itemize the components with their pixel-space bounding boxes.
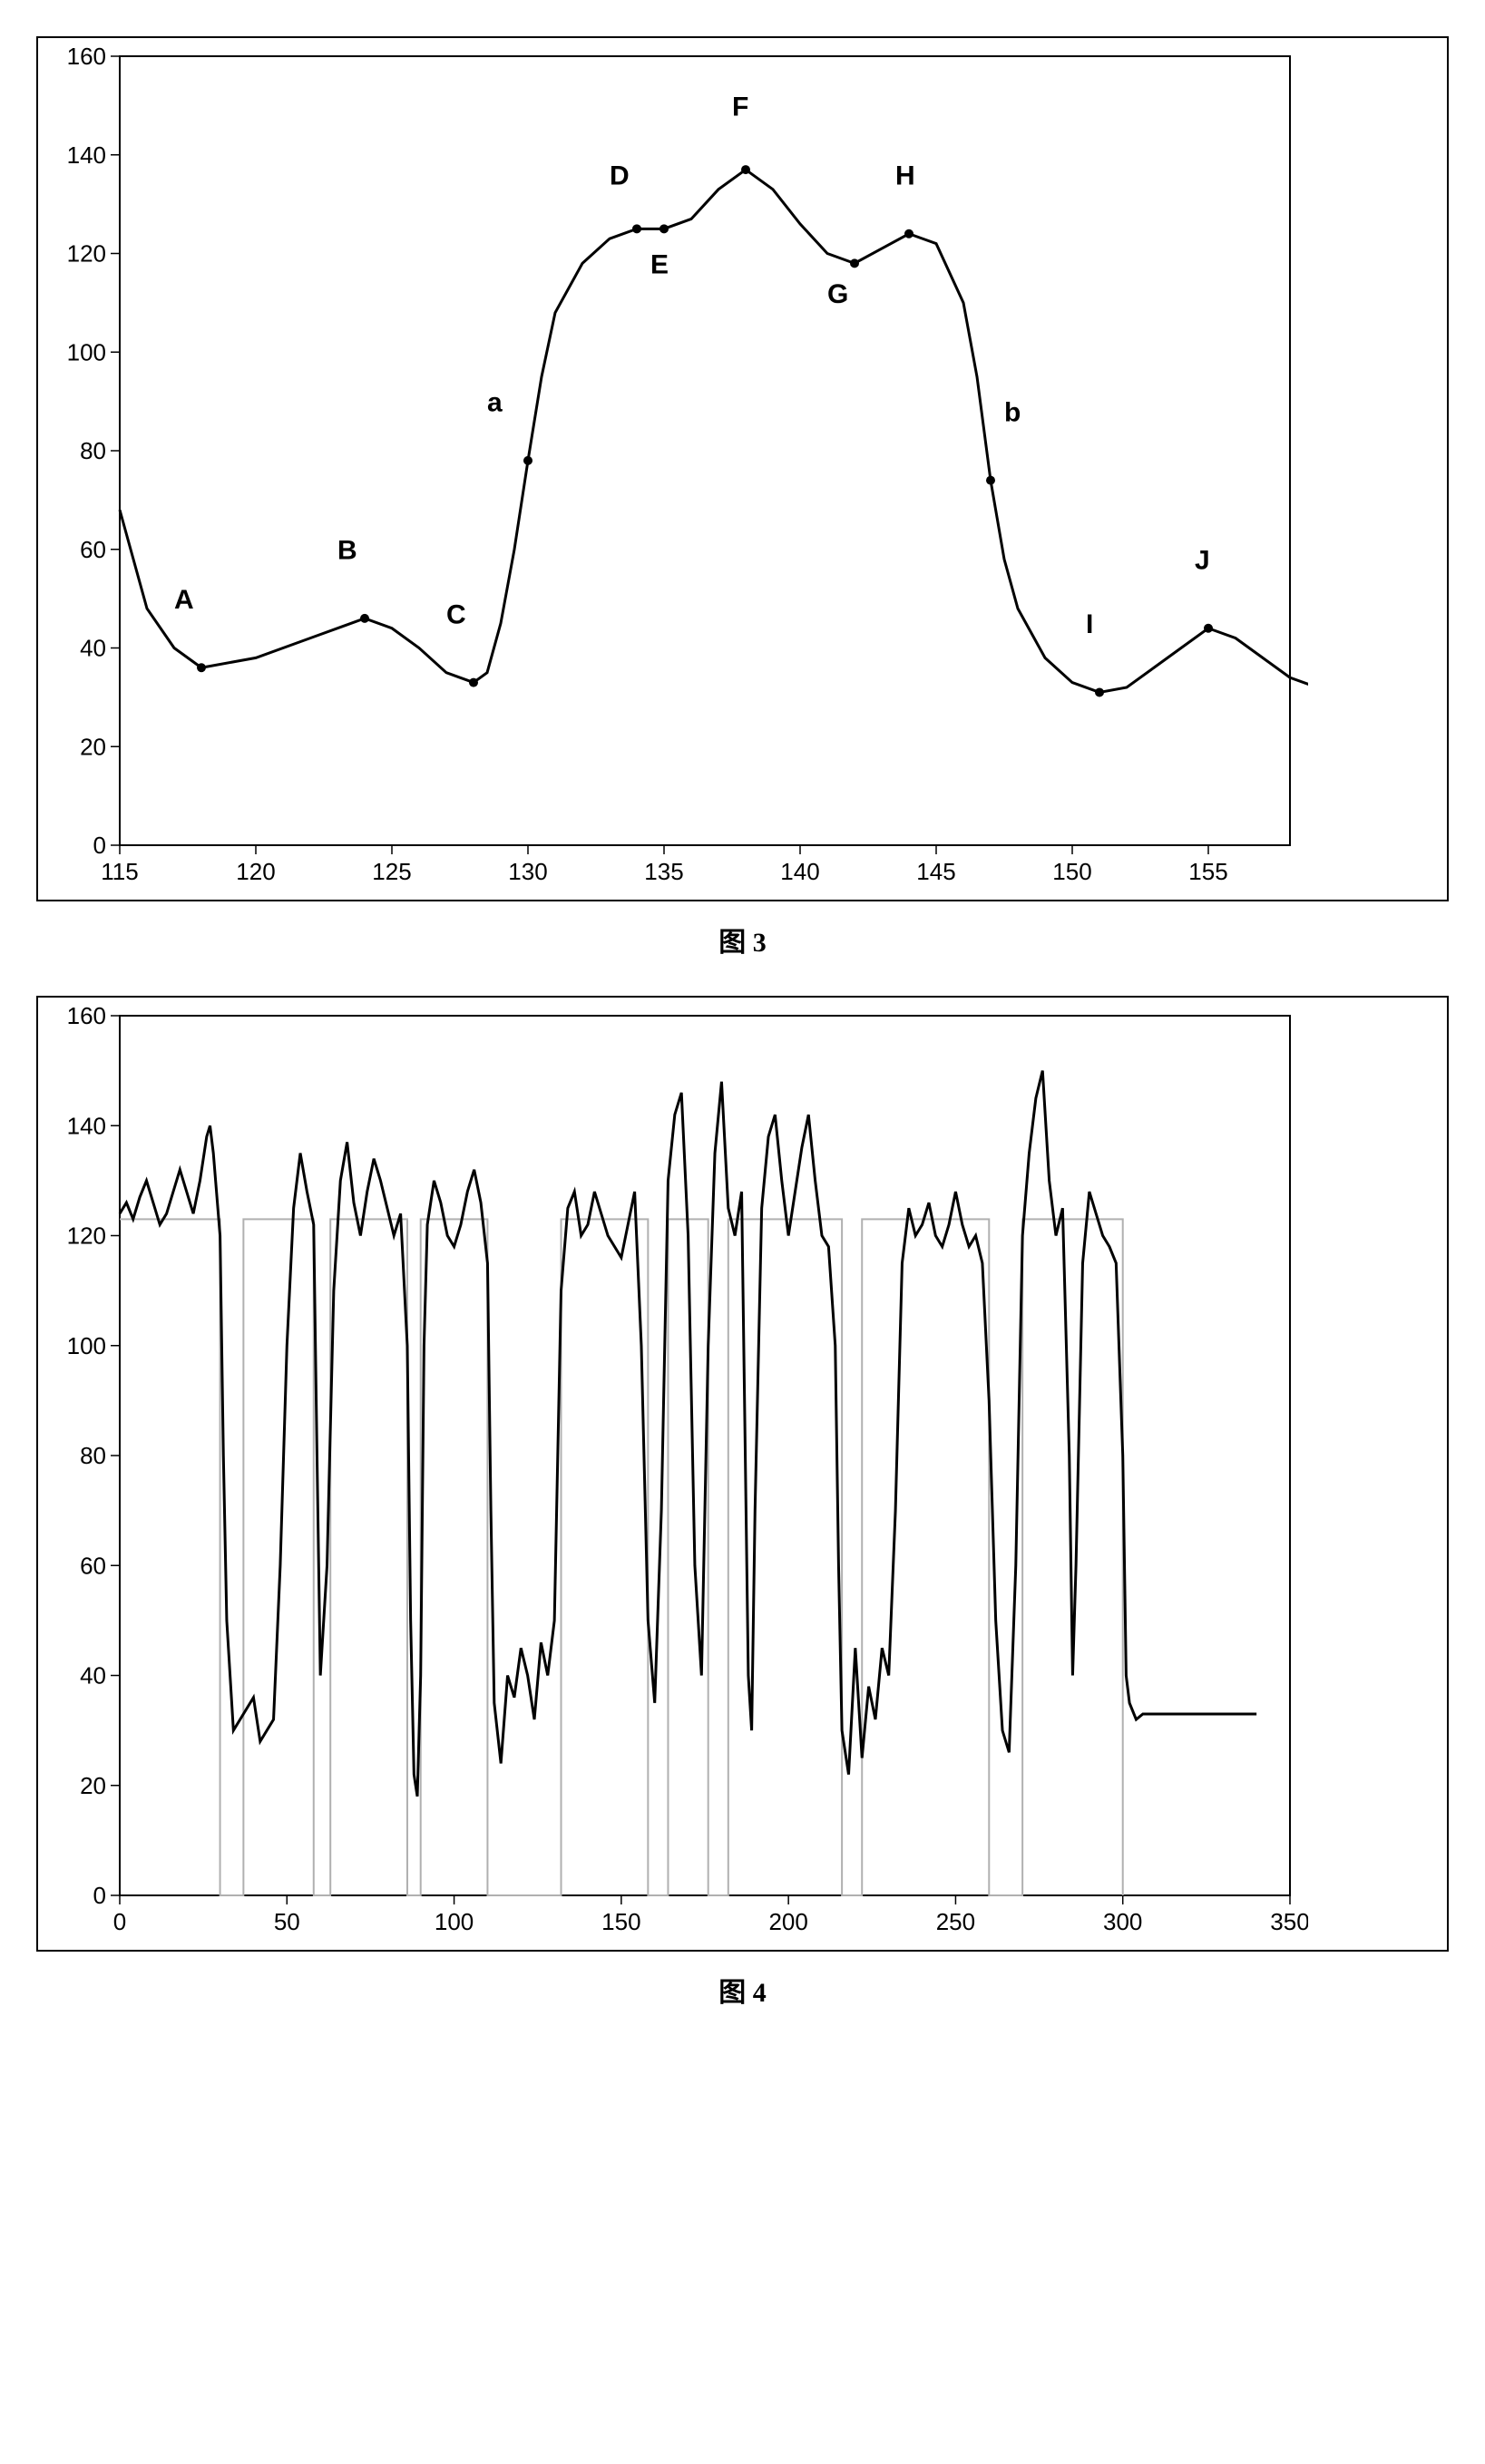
svg-text:H: H: [895, 161, 915, 190]
svg-text:100: 100: [435, 1908, 474, 1935]
svg-text:J: J: [1195, 546, 1210, 576]
svg-text:80: 80: [80, 1442, 106, 1469]
svg-text:F: F: [732, 92, 748, 122]
svg-text:D: D: [610, 161, 630, 190]
figure-4: 0 20 40 60 80 100 120 140 160 0 50 100 150 200 250 300 3…: [36, 996, 1449, 2010]
figure-3-plot-area: 0 20 40 60 80 100 120 140 160 115 120 125 130 135 140 1…: [36, 36, 1449, 901]
svg-text:125: 125: [372, 858, 411, 885]
svg-text:120: 120: [67, 240, 106, 268]
svg-text:0: 0: [113, 1908, 126, 1935]
svg-text:E: E: [650, 249, 669, 279]
figure-4-plot-area: 0 20 40 60 80 100 120 140 160 0 50 100 150 200 250 300 3…: [36, 996, 1449, 1952]
svg-text:40: 40: [80, 635, 106, 662]
svg-text:115: 115: [101, 858, 138, 885]
svg-text:300: 300: [1103, 1908, 1142, 1935]
svg-text:G: G: [827, 279, 848, 309]
svg-text:I: I: [1086, 609, 1093, 639]
svg-text:250: 250: [936, 1908, 975, 1935]
figure-3-svg: 0 20 40 60 80 100 120 140 160 115 120 125 130 135 140 1…: [38, 38, 1308, 900]
svg-text:120: 120: [236, 858, 275, 885]
svg-text:160: 160: [67, 43, 106, 70]
figure-3-caption: 图 3: [36, 920, 1449, 959]
svg-text:200: 200: [768, 1908, 807, 1935]
svg-text:0: 0: [93, 1882, 106, 1909]
svg-text:150: 150: [601, 1908, 640, 1935]
svg-text:60: 60: [80, 536, 106, 563]
svg-text:145: 145: [916, 858, 955, 885]
svg-text:130: 130: [508, 858, 547, 885]
svg-text:0: 0: [93, 832, 106, 859]
svg-text:100: 100: [67, 1332, 106, 1359]
figure-4-svg: 0 20 40 60 80 100 120 140 160 0 50 100 150 200 250 300 3…: [38, 998, 1308, 1950]
svg-text:140: 140: [780, 858, 819, 885]
figure-4-caption: 图 4: [36, 1970, 1449, 2010]
svg-text:150: 150: [1052, 858, 1091, 885]
svg-text:a: a: [487, 388, 503, 418]
svg-text:80: 80: [80, 437, 106, 464]
figure-3: 0 20 40 60 80 100 120 140 160 115 120 125 130 135 140 1…: [36, 36, 1449, 959]
svg-text:135: 135: [644, 858, 683, 885]
svg-text:50: 50: [274, 1908, 300, 1935]
svg-text:60: 60: [80, 1552, 106, 1579]
svg-text:20: 20: [80, 733, 106, 760]
svg-text:160: 160: [67, 1002, 106, 1029]
svg-text:155: 155: [1188, 858, 1227, 885]
svg-text:B: B: [337, 536, 357, 566]
svg-text:40: 40: [80, 1662, 106, 1690]
svg-text:20: 20: [80, 1772, 106, 1799]
svg-text:350: 350: [1270, 1908, 1308, 1935]
svg-text:b: b: [1004, 397, 1021, 427]
svg-text:140: 140: [67, 141, 106, 169]
svg-text:C: C: [446, 599, 466, 629]
svg-text:140: 140: [67, 1112, 106, 1139]
svg-text:A: A: [174, 585, 194, 615]
svg-text:120: 120: [67, 1222, 106, 1250]
svg-text:100: 100: [67, 338, 106, 365]
